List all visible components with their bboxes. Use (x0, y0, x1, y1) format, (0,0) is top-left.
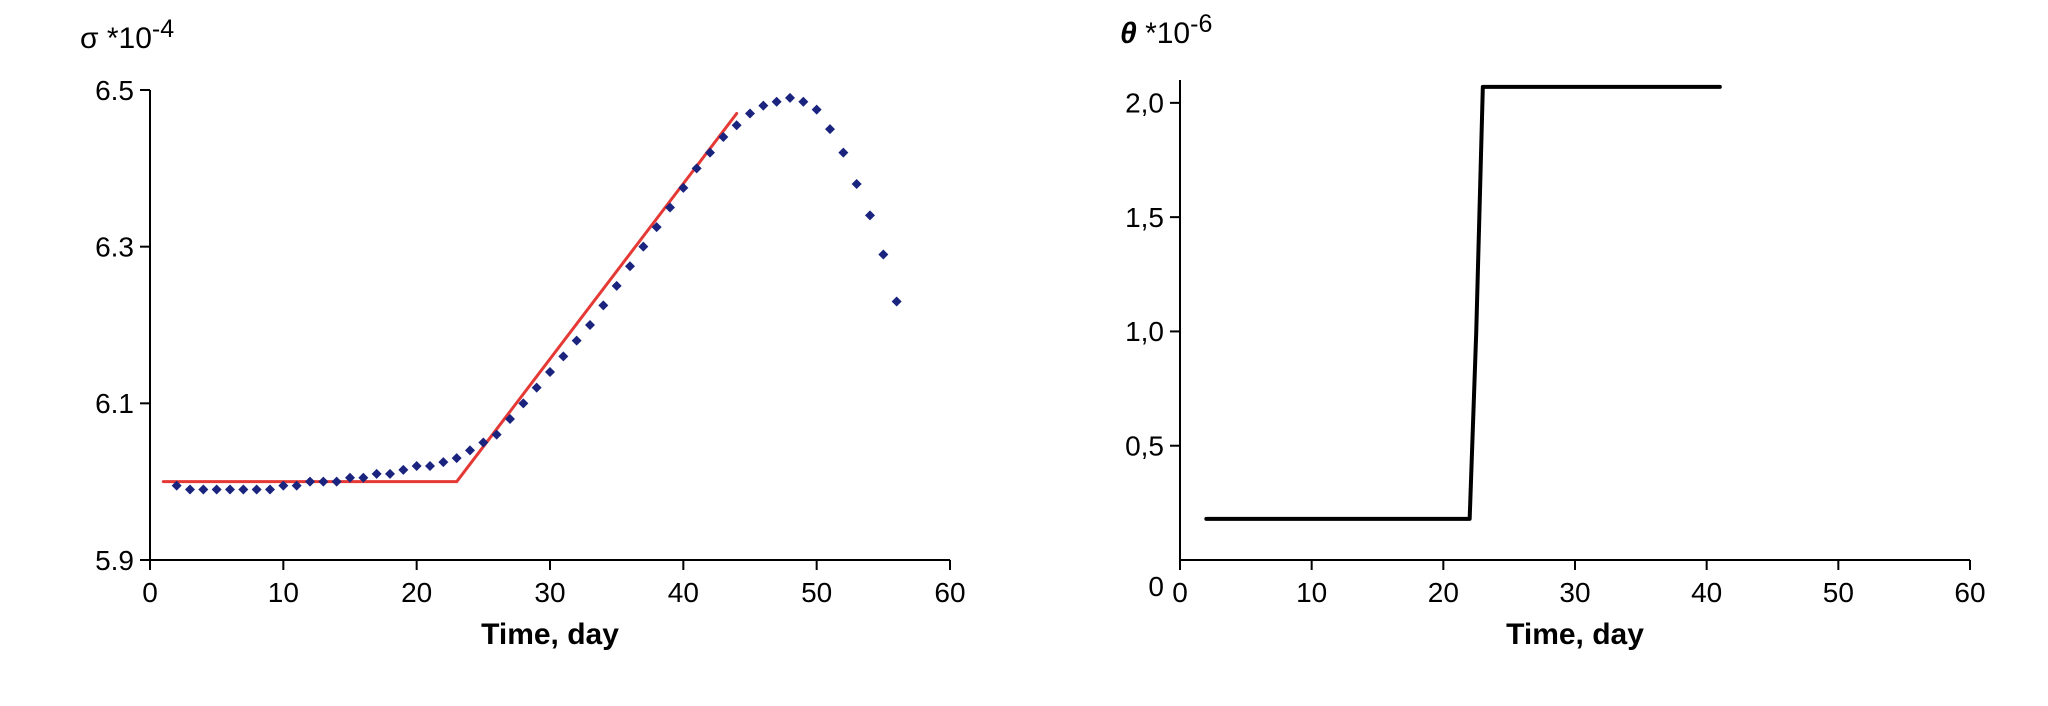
x-tick-label: 50 (1823, 577, 1854, 608)
right-chart-svg: 0 10 20 30 40 50 60 0,5 1,0 1,5 2,0 0 Time, day (1060, 10, 2020, 690)
x-tick-label: 0 (142, 577, 158, 608)
y-tick-label: 1,5 (1125, 202, 1164, 233)
x-tick-label: 0 (1172, 577, 1188, 608)
y-tick-label: 0,5 (1125, 431, 1164, 462)
x-tick-label: 30 (534, 577, 565, 608)
x-tick-label: 40 (668, 577, 699, 608)
x-tick-label: 10 (268, 577, 299, 608)
y-tick-label: 6.3 (95, 231, 134, 262)
x-tick-label: 20 (401, 577, 432, 608)
x-tick-label: 60 (1954, 577, 1985, 608)
scatter-series (172, 93, 902, 495)
y-tick-label: 2,0 (1125, 88, 1164, 119)
right-chart-ylabel: θ *10-6 (1120, 10, 1212, 51)
x-axis-label: Time, day (481, 618, 619, 651)
left-chart-svg: 0 10 20 30 40 50 60 5.9 6.1 6.3 6.5 Time, day (40, 10, 1000, 690)
x-tick-label: 20 (1428, 577, 1459, 608)
left-chart-ylabel: σ *10-4 (80, 15, 174, 56)
y-tick-label: 6.5 (95, 75, 134, 106)
x-tick-label: 50 (801, 577, 832, 608)
left-chart: σ *10-4 0 10 20 30 40 50 60 5.9 6.1 6.3 6.5 Time, d… (40, 10, 1000, 690)
x-tick-label: 60 (934, 577, 965, 608)
y-tick-label: 1,0 (1125, 316, 1164, 347)
y-tick-label: 6.1 (95, 388, 134, 419)
x-axis-label: Time, day (1506, 618, 1644, 651)
x-tick-label: 40 (1691, 577, 1722, 608)
y-tick-label: 5.9 (95, 545, 134, 576)
right-chart: θ *10-6 0 10 20 30 40 50 60 0,5 1,0 1,5 2,0 0 Time, … (1060, 10, 2020, 690)
x-tick-label: 30 (1559, 577, 1590, 608)
line-series (1206, 87, 1719, 519)
x-tick-label: 10 (1296, 577, 1327, 608)
line-series (163, 114, 736, 482)
origin-zero-label: 0 (1148, 571, 1164, 602)
page: σ *10-4 0 10 20 30 40 50 60 5.9 6.1 6.3 6.5 Time, d… (0, 0, 2048, 706)
